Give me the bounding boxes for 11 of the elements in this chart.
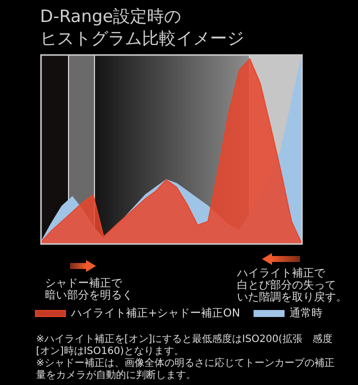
text: ※ハイライト補正を[オン]にすると最低感度はISO200(拡張 感度[オン]時はISO160)となります。 [36,334,334,358]
legend-label: 通常時 [290,306,323,320]
text: 白とび部分の失って [237,278,336,292]
chart-subtitle: ヒストグラム比較イメージ [40,28,244,50]
text: ※シャドー補正は、画像全体の明るさに応じてトーンカーブの補正量をカメラが自動的に判断します。 [36,358,336,382]
legend-label: ハイライト補正+シャドー補正ON [70,306,240,320]
text: ハイライト補正で [236,266,326,280]
chart-title: D-Range設定時の [40,6,182,28]
text: いた階調を取り戻す。 [237,290,347,304]
text: 暗い部分を明るく [45,288,133,302]
text: シャドー補正で [45,276,123,290]
